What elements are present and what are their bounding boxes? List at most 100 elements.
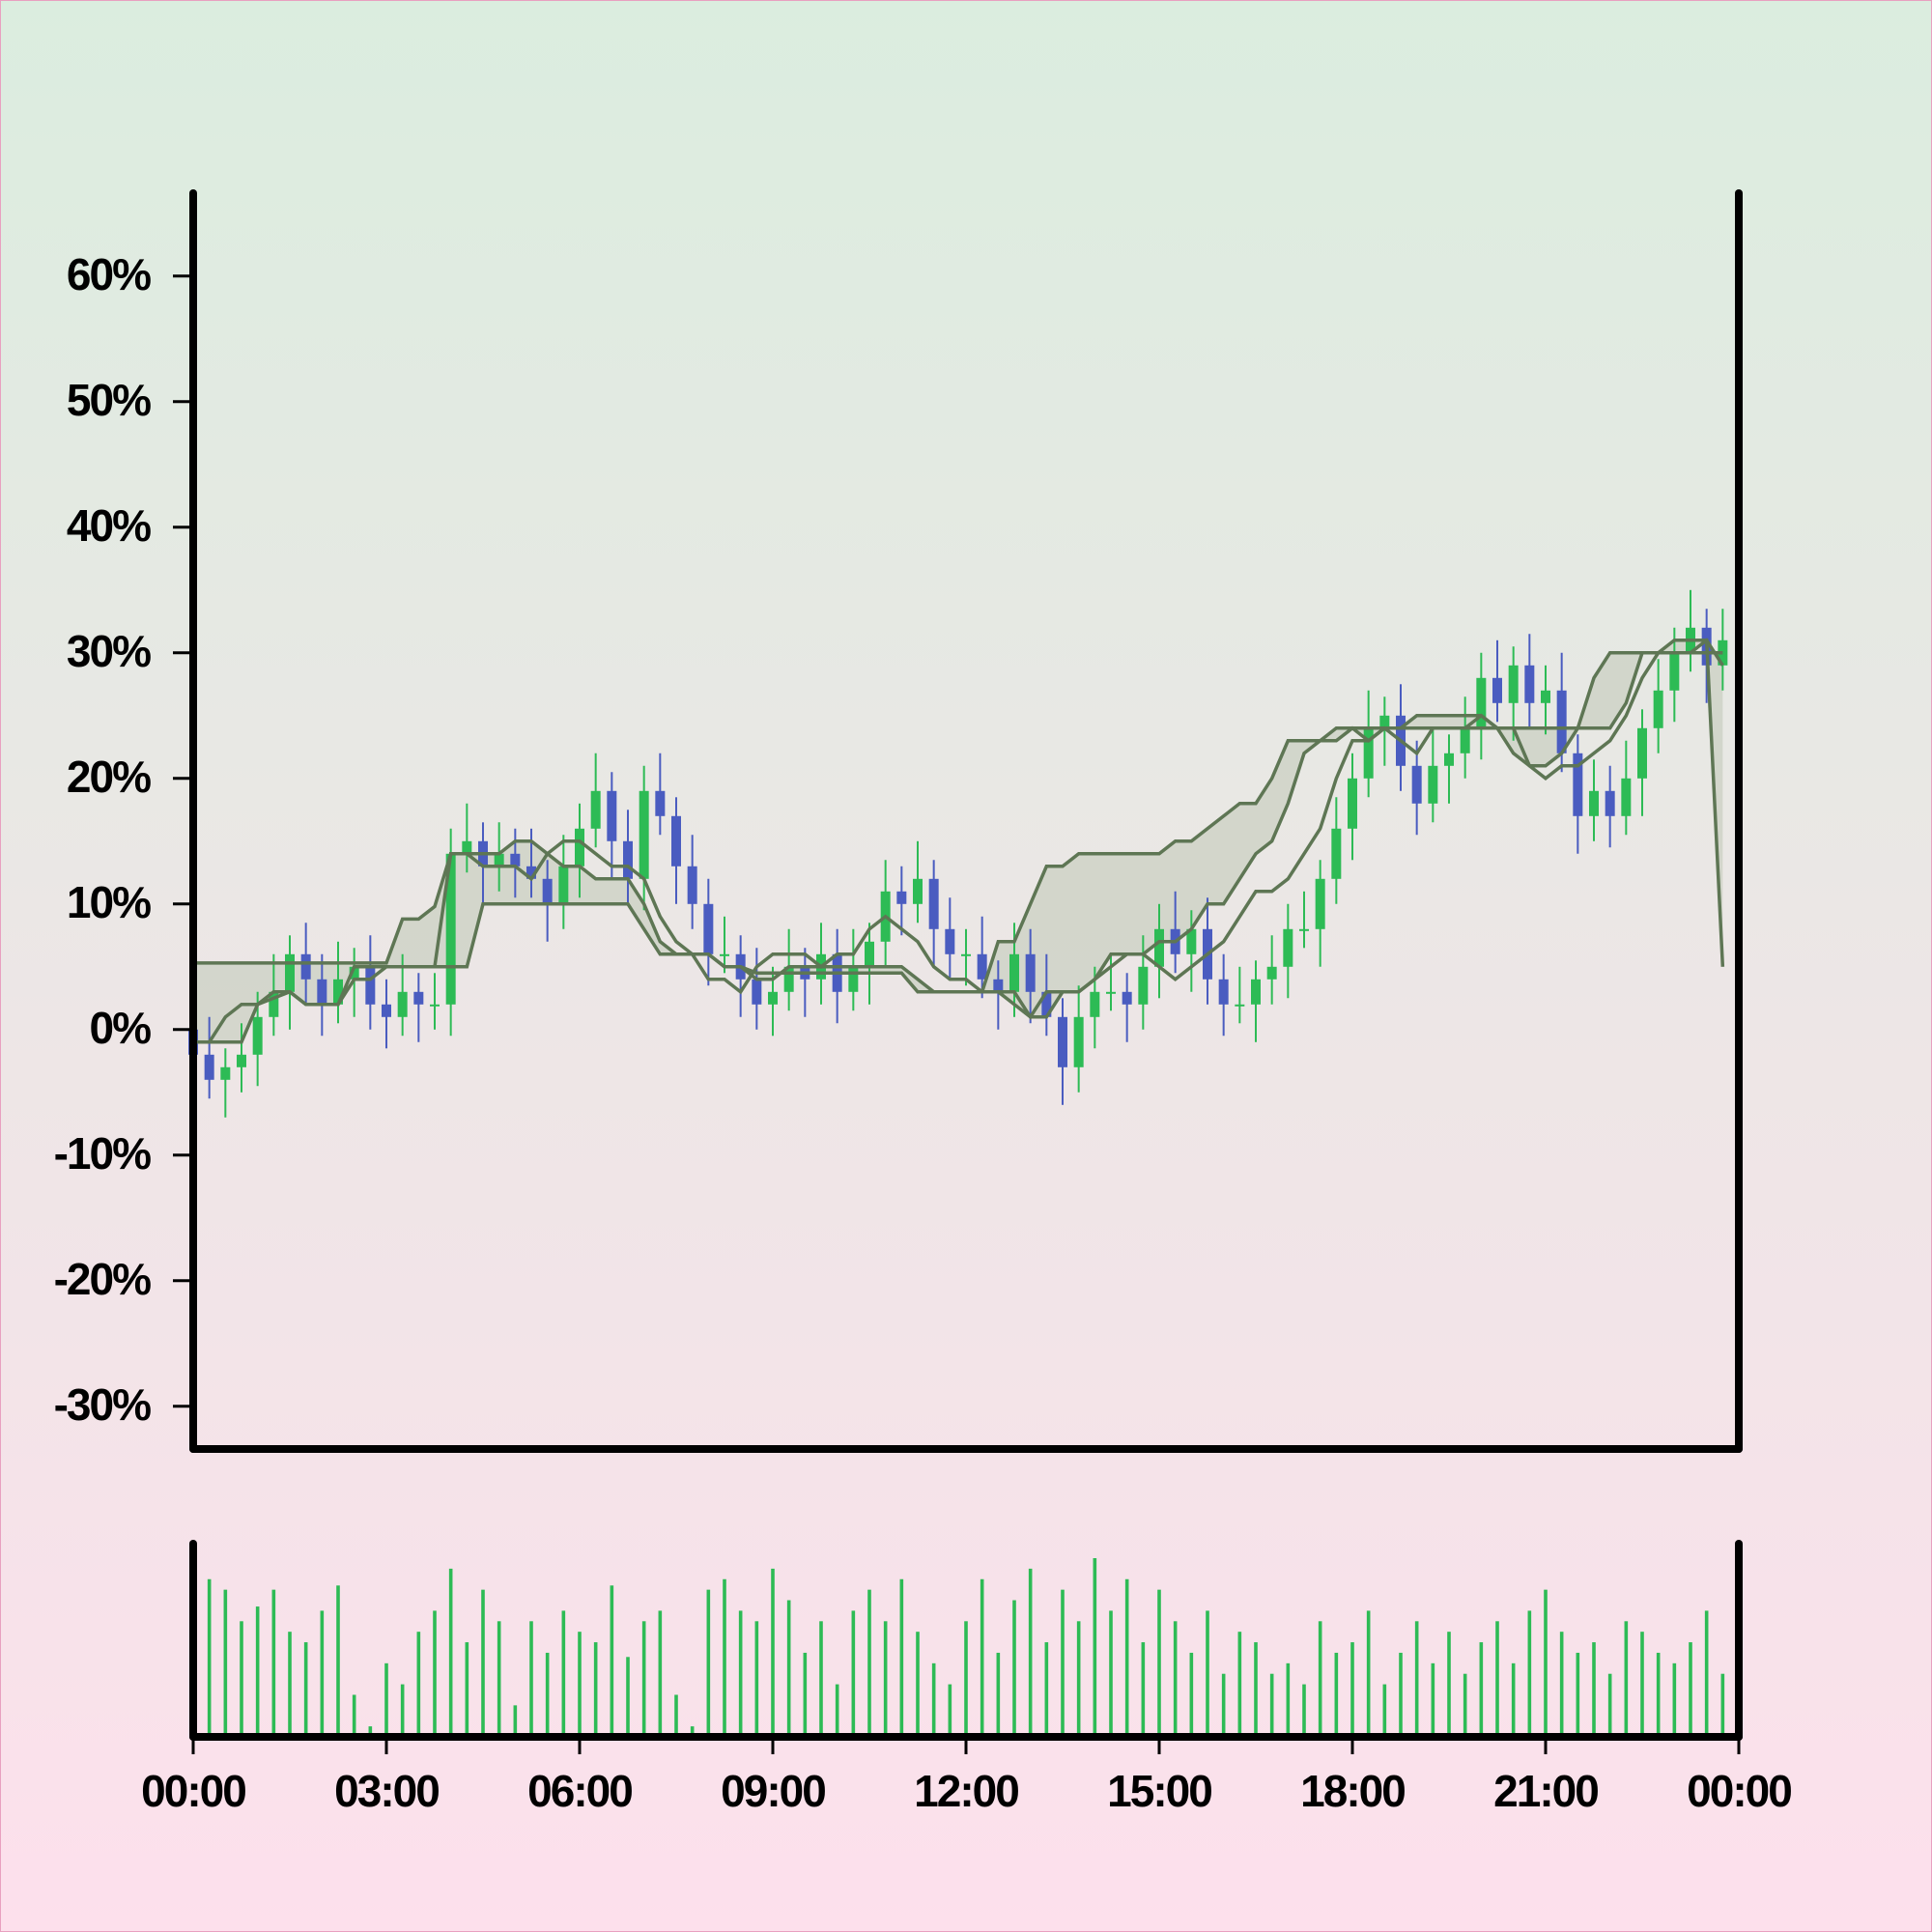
- volume-bar: [723, 1578, 726, 1737]
- y-tick-label: -30%: [54, 1379, 151, 1430]
- candle-body: [1283, 928, 1293, 967]
- x-tick-label: 18:00: [1300, 1766, 1405, 1816]
- y-tick-label: 60%: [67, 249, 151, 299]
- x-tick-label: 21:00: [1493, 1766, 1598, 1816]
- candle-body: [655, 790, 666, 816]
- volume-bar: [1206, 1610, 1209, 1737]
- candle-body: [1411, 765, 1422, 804]
- candle-body: [1331, 828, 1342, 879]
- volume-bar: [1431, 1662, 1435, 1737]
- volume-bar: [1447, 1632, 1451, 1737]
- volume-bar: [899, 1578, 904, 1737]
- candle-body: [1653, 690, 1663, 728]
- candle-body: [1444, 753, 1454, 766]
- candle-body: [623, 840, 633, 879]
- candle-body: [961, 953, 971, 956]
- volume-bar: [400, 1684, 405, 1737]
- volume-bar: [545, 1652, 550, 1737]
- volume-bar: [1269, 1673, 1274, 1737]
- volume-bar: [1720, 1673, 1725, 1737]
- volume-bar: [1559, 1632, 1564, 1737]
- volume-bar: [754, 1621, 759, 1737]
- volume-bar: [916, 1632, 920, 1737]
- volume-bar: [1189, 1652, 1194, 1737]
- volume-bar: [529, 1621, 533, 1737]
- candle-body: [1524, 665, 1535, 703]
- volume-bar: [1254, 1642, 1258, 1737]
- volume-bar: [674, 1694, 678, 1737]
- y-tick-label: 0%: [90, 1003, 152, 1053]
- volume-bar: [271, 1589, 276, 1737]
- volume-bar: [416, 1632, 421, 1737]
- volume-bar: [368, 1726, 373, 1737]
- volume-bar: [320, 1610, 325, 1737]
- volume-bar: [1382, 1684, 1387, 1737]
- volume-bar: [1544, 1589, 1548, 1737]
- candle-body: [1508, 665, 1519, 703]
- candle-body: [1492, 677, 1502, 703]
- y-tick-label: 50%: [67, 375, 151, 425]
- candle-body: [1605, 790, 1615, 816]
- volume-bar: [465, 1642, 469, 1737]
- volume-bar: [610, 1585, 614, 1737]
- volume-bar: [1286, 1662, 1291, 1737]
- x-tick-label: 15:00: [1107, 1766, 1211, 1816]
- volume-bar: [1221, 1673, 1226, 1737]
- candle-body: [671, 815, 681, 867]
- candle-body: [1009, 953, 1019, 992]
- candle-body: [430, 1004, 440, 1007]
- candle-body: [848, 966, 859, 992]
- candle-body: [558, 866, 569, 904]
- candle-body: [720, 953, 729, 956]
- candle-body: [1025, 953, 1036, 992]
- volume-bar: [1576, 1652, 1580, 1737]
- volume-bar: [1012, 1600, 1016, 1737]
- x-tick-label: 09:00: [721, 1766, 825, 1816]
- volume-bar: [288, 1632, 292, 1737]
- volume-bar: [1076, 1621, 1081, 1737]
- candle-body: [1041, 991, 1052, 1017]
- candle-body: [575, 828, 584, 867]
- volume-bar: [561, 1610, 566, 1737]
- volume-bar: [867, 1589, 871, 1737]
- volume-bar: [1607, 1673, 1612, 1737]
- y-tick-label: 40%: [67, 500, 151, 551]
- candle-body: [1058, 1016, 1067, 1067]
- volume-bar: [1350, 1642, 1354, 1737]
- candle-body: [333, 979, 343, 1005]
- y-tick-label: 30%: [67, 626, 151, 676]
- volume-bar: [433, 1610, 437, 1737]
- x-tick-label: 00:00: [1687, 1766, 1791, 1816]
- volume-bar: [883, 1621, 888, 1737]
- candle-body: [977, 953, 987, 980]
- volume-bar: [384, 1662, 388, 1737]
- volume-bar: [1124, 1578, 1129, 1737]
- candle-body: [1348, 778, 1357, 829]
- indicator-line: [193, 638, 1724, 1044]
- candle-body: [1251, 979, 1261, 1005]
- volume-bar: [1592, 1642, 1596, 1737]
- candle-body: [237, 1054, 246, 1067]
- candle-body: [1476, 677, 1487, 728]
- candle-body: [993, 979, 1004, 992]
- volume-bar: [1511, 1662, 1516, 1737]
- candle-body: [1573, 753, 1583, 816]
- candle-body: [913, 878, 923, 904]
- volume-bar: [448, 1568, 453, 1737]
- volume-bar: [207, 1578, 212, 1737]
- volume-bar: [851, 1610, 856, 1737]
- volume-bar: [1672, 1662, 1677, 1737]
- volume-bar: [1689, 1642, 1692, 1737]
- volume-bar: [578, 1632, 582, 1737]
- candle-body: [1186, 928, 1197, 954]
- candle-body: [510, 853, 521, 867]
- x-tick-label: 12:00: [914, 1766, 1018, 1816]
- volume-bar: [1495, 1621, 1499, 1737]
- x-tick-label: 03:00: [334, 1766, 439, 1816]
- x-tick-label: 00:00: [141, 1766, 245, 1816]
- candle-body: [285, 953, 295, 992]
- candle-body: [1266, 966, 1277, 980]
- candle-body: [204, 1054, 214, 1080]
- volume-bar: [1366, 1610, 1371, 1737]
